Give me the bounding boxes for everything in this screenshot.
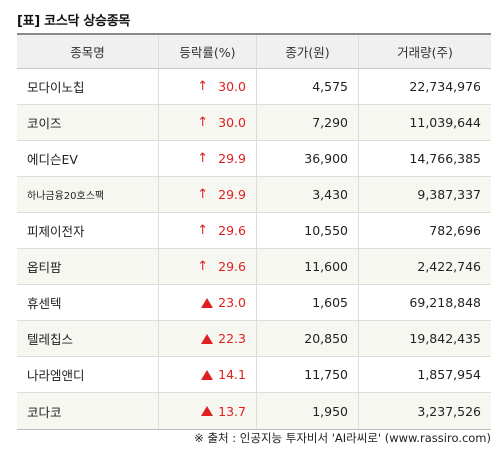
change-rate-cell: 23.0 [159,285,257,320]
volume: 14,766,385 [409,151,481,166]
volume: 782,696 [429,223,481,238]
change-rate-cell: 13.7 [159,393,257,429]
stock-name-cell: 모다이노칩 [17,69,159,104]
stock-name-cell: 에디슨EV [17,141,159,176]
change-rate-cell: ↑ 29.6 [159,213,257,248]
header-volume: 거래량(주) [397,45,453,60]
close-price: 10,550 [257,213,359,248]
change-rate: ↑ 29.6 [197,223,246,238]
up-triangle-icon [201,369,214,380]
table-row: 코이즈 ↑ 30.0 7,290 11,039,644 [17,105,491,141]
up-arrow-icon: ↑ [197,79,209,94]
stock-name-cell: 옵티팜 [17,249,159,284]
close-price: 4,575 [257,69,359,104]
stock-name-cell: 코이즈 [17,105,159,140]
up-arrow-icon: ↑ [197,223,209,238]
up-arrow-icon: ↑ [197,259,209,274]
up-triangle-icon [201,406,214,416]
close-price: 1,950 [257,393,359,429]
up-arrow-icon: ↑ [197,151,209,166]
stock-name-cell: 코다코 [17,393,159,429]
source-note: ※ 출처 : 인공지능 투자비서 'AI라씨로' (www.rassiro.co… [194,431,491,445]
stock-name-cell: 텔레칩스 [17,321,159,356]
change-rate: ↑ 29.9 [197,187,246,202]
stock-name: 코다코 [27,404,62,420]
close-price: 11,600 [257,249,359,284]
change-rate-value: 22.3 [218,331,246,346]
stock-name: 에디슨EV [27,152,78,167]
stock-name: 휴센텍 [27,296,62,311]
change-rate: ↑ 29.6 [197,259,246,274]
volume: 11,039,644 [409,115,481,130]
stock-name: 하나금융20호스팩 [27,191,105,202]
table-row: 옵티팜 ↑ 29.6 11,600 2,422,746 [17,249,491,285]
table-header-row: 종목명 등락률(%) 종가(원) 거래량(주) [17,35,491,69]
change-rate-value: 23.0 [218,295,246,310]
table-row: 하나금융20호스팩 ↑ 29.9 3,430 9,387,337 [17,177,491,213]
volume: 69,218,848 [409,295,481,310]
close-price: 1,605 [257,285,359,320]
change-rate: ↑ 30.0 [197,115,246,130]
change-rate-value: 29.6 [218,223,246,238]
change-rate-cell: 14.1 [159,357,257,392]
change-rate-value: 14.1 [218,367,246,382]
stock-name: 옵티팜 [27,260,62,275]
change-rate-value: 30.0 [218,79,246,94]
table-row: 코다코 13.7 1,950 3,237,526 [17,393,491,429]
close-price: 7,290 [257,105,359,140]
change-rate-value: 29.9 [218,187,246,202]
change-rate: ↑ 29.9 [197,151,246,166]
table-row: 모다이노칩 ↑ 30.0 4,575 22,734,976 [17,69,491,105]
up-arrow-icon: ↑ [197,187,209,202]
up-arrow-icon: ↑ [197,115,209,130]
volume: 2,422,746 [417,259,481,274]
change-rate: 13.7 [201,404,246,419]
stock-name: 코이즈 [27,116,62,131]
change-rate: 14.1 [201,367,246,382]
change-rate-cell: ↑ 29.9 [159,177,257,212]
volume: 3,237,526 [417,403,481,419]
change-rate-cell: ↑ 30.0 [159,105,257,140]
change-rate-value: 30.0 [218,115,246,130]
stock-name-cell: 피제이전자 [17,213,159,248]
stock-name: 피제이전자 [27,224,85,239]
up-triangle-icon [201,297,214,308]
up-triangle-icon [201,333,214,344]
stock-name-cell: 휴센텍 [17,285,159,320]
stock-name: 텔레칩스 [27,332,74,347]
stock-name-cell: 나라엠앤디 [17,357,159,392]
close-price: 11,750 [257,357,359,392]
stock-table: 종목명 등락률(%) 종가(원) 거래량(주) 모다이노칩 ↑ 30.0 4,575 2… [17,33,491,430]
change-rate: ↑ 30.0 [197,79,246,94]
table-row: 나라엠앤디 14.1 11,750 1,857,954 [17,357,491,393]
volume: 22,734,976 [409,79,481,94]
header-change-rate: 등락률(%) [159,35,257,68]
table-body: 모다이노칩 ↑ 30.0 4,575 22,734,976 코이즈 ↑ 30.0 7,290 11… [17,69,491,429]
table-row: 피제이전자 ↑ 29.6 10,550 782,696 [17,213,491,249]
volume: 19,842,435 [409,331,481,346]
change-rate-value: 29.6 [218,259,246,274]
header-stock-name: 종목명 [17,35,159,68]
change-rate-cell: ↑ 30.0 [159,69,257,104]
volume: 9,387,337 [417,187,481,202]
change-rate-value: 29.9 [218,151,246,166]
close-price: 3,430 [257,177,359,212]
table-title: [표] 코스닥 상승종목 [17,14,131,29]
change-rate-value: 13.7 [218,403,246,419]
change-rate-cell: 22.3 [159,321,257,356]
table-row: 휴센텍 23.0 1,605 69,218,848 [17,285,491,321]
volume: 1,857,954 [417,367,481,382]
header-close-price: 종가(원) [257,35,359,68]
table-row: 텔레칩스 22.3 20,850 19,842,435 [17,321,491,357]
change-rate-cell: ↑ 29.6 [159,249,257,284]
stock-name: 나라엠앤디 [27,368,85,383]
stock-name-cell: 하나금융20호스팩 [17,177,159,212]
table-row: 에디슨EV ↑ 29.9 36,900 14,766,385 [17,141,491,177]
close-price: 36,900 [257,141,359,176]
stock-name: 모다이노칩 [27,80,85,95]
change-rate-cell: ↑ 29.9 [159,141,257,176]
change-rate: 22.3 [201,331,246,346]
close-price: 20,850 [257,321,359,356]
change-rate: 23.0 [201,295,246,310]
